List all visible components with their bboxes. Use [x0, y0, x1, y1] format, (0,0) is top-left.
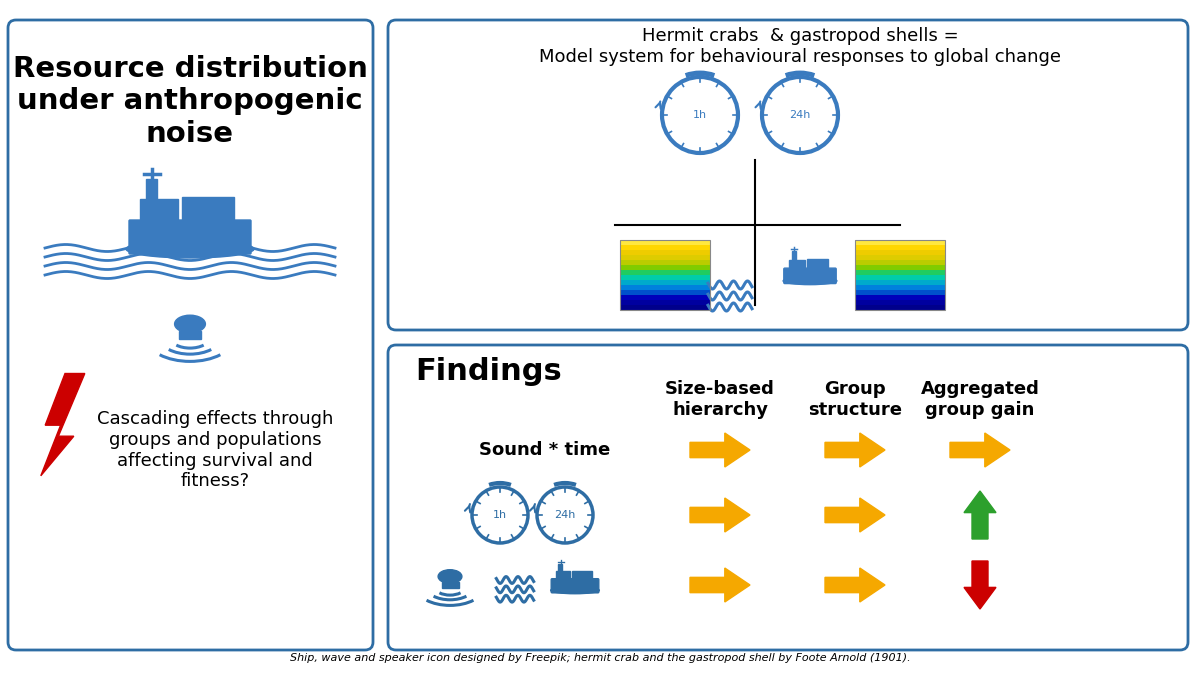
FancyBboxPatch shape: [130, 220, 251, 254]
Bar: [184, 322, 197, 333]
Polygon shape: [826, 568, 886, 602]
FancyBboxPatch shape: [8, 20, 373, 650]
Ellipse shape: [551, 587, 599, 594]
Bar: [854, 240, 946, 310]
FancyBboxPatch shape: [388, 345, 1188, 650]
Polygon shape: [690, 433, 750, 467]
Bar: [854, 270, 946, 275]
Bar: [620, 305, 710, 310]
Bar: [854, 285, 946, 290]
Bar: [620, 250, 710, 255]
Bar: [806, 259, 828, 270]
Bar: [556, 571, 570, 580]
Bar: [558, 564, 563, 571]
Bar: [854, 245, 946, 250]
Text: Group
structure: Group structure: [808, 380, 902, 418]
Text: 24h: 24h: [790, 110, 811, 120]
Bar: [620, 290, 710, 295]
Bar: [854, 280, 946, 285]
Polygon shape: [950, 433, 1010, 467]
FancyBboxPatch shape: [388, 20, 1188, 330]
Bar: [620, 285, 710, 290]
Bar: [790, 260, 805, 269]
Bar: [146, 179, 157, 199]
Text: Hermit crabs  & gastropod shells =
Model system for behavioural responses to glo: Hermit crabs & gastropod shells = Model …: [539, 27, 1061, 65]
Bar: [620, 270, 710, 275]
Bar: [620, 280, 710, 285]
Text: 24h: 24h: [554, 510, 576, 520]
Bar: [620, 300, 710, 305]
Polygon shape: [826, 433, 886, 467]
Bar: [854, 260, 946, 265]
Bar: [854, 250, 946, 255]
Polygon shape: [964, 561, 996, 609]
Ellipse shape: [126, 240, 254, 258]
Bar: [572, 570, 592, 580]
Bar: [445, 575, 455, 583]
Bar: [854, 300, 946, 305]
Polygon shape: [826, 498, 886, 532]
Bar: [854, 240, 946, 245]
Bar: [620, 255, 710, 260]
Bar: [620, 240, 710, 245]
Bar: [442, 582, 458, 589]
FancyBboxPatch shape: [551, 578, 599, 593]
Bar: [854, 290, 946, 295]
Bar: [182, 197, 234, 223]
Bar: [620, 260, 710, 265]
Text: Sound * time: Sound * time: [479, 441, 611, 459]
Text: Cascading effects through
groups and populations
affecting survival and
fitness?: Cascading effects through groups and pop…: [97, 410, 334, 491]
Text: Findings: Findings: [415, 357, 562, 386]
Polygon shape: [964, 491, 996, 539]
Bar: [620, 265, 710, 270]
Text: Aggregated
group gain: Aggregated group gain: [920, 380, 1039, 418]
Text: Resource distribution
under anthropogenic
noise: Resource distribution under anthropogeni…: [12, 55, 367, 148]
Bar: [179, 331, 202, 340]
Bar: [854, 295, 946, 300]
Text: 1h: 1h: [692, 110, 707, 120]
Ellipse shape: [438, 570, 462, 583]
Bar: [792, 252, 796, 260]
Bar: [620, 295, 710, 300]
Bar: [140, 199, 178, 221]
FancyBboxPatch shape: [784, 268, 836, 284]
Polygon shape: [690, 498, 750, 532]
Bar: [620, 240, 710, 310]
Polygon shape: [690, 568, 750, 602]
Bar: [854, 255, 946, 260]
Bar: [620, 245, 710, 250]
Ellipse shape: [784, 277, 836, 285]
Text: Size-based
hierarchy: Size-based hierarchy: [665, 380, 775, 418]
Ellipse shape: [175, 315, 205, 333]
Bar: [854, 265, 946, 270]
Bar: [854, 305, 946, 310]
Text: 1h: 1h: [493, 510, 508, 520]
Bar: [854, 275, 946, 280]
Text: Ship, wave and speaker icon designed by Freepik; hermit crab and the gastropod s: Ship, wave and speaker icon designed by …: [289, 653, 911, 663]
Polygon shape: [41, 373, 85, 476]
Bar: [620, 275, 710, 280]
